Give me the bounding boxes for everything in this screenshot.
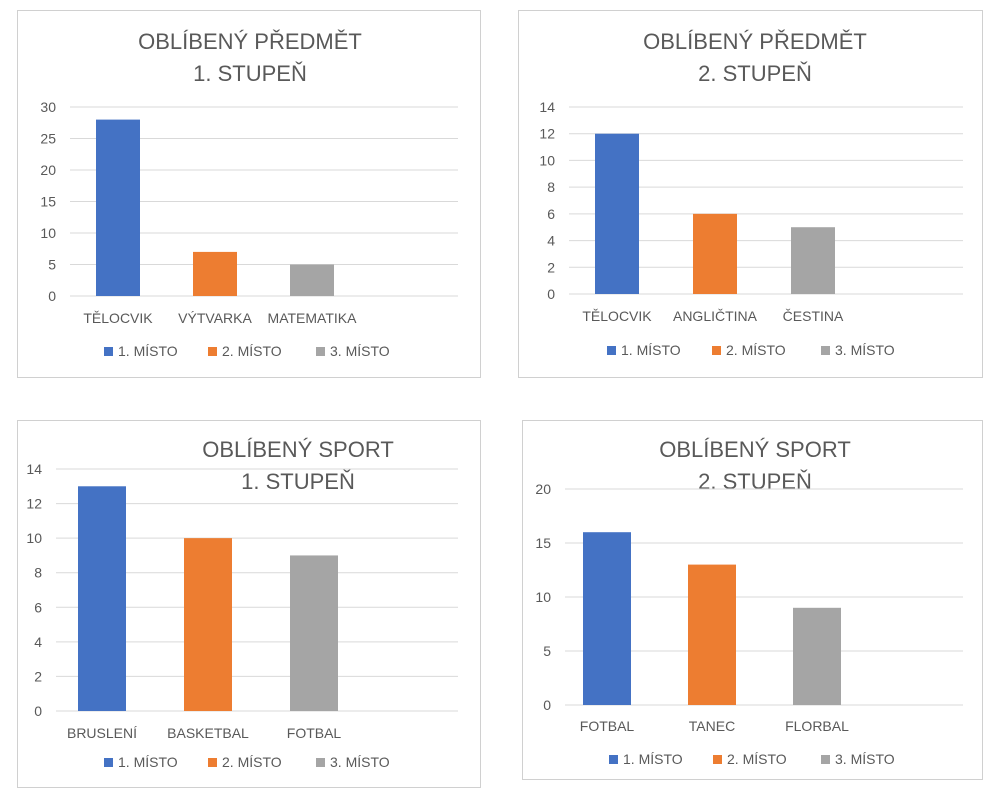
y-tick-label: 12 [539,126,555,142]
y-tick-label: 6 [34,599,42,615]
y-tick-label: 6 [547,206,555,222]
x-tick-label: FOTBAL [287,725,342,741]
chart-panel-subject-2: OBLÍBENÝ PŘEDMĚT 2. STUPEŇ 0 2 4 6 8 10 12 14 TĚLO… [518,10,983,378]
y-tick-label: 0 [543,697,551,713]
legend-label-1: 1. MÍSTO [118,343,178,359]
y-tick-label: 30 [40,99,56,115]
y-tick-label: 2 [34,668,42,684]
x-tick-label: TĚLOCVIK [83,310,153,326]
legend-label-3: 3. MÍSTO [835,751,895,767]
legend-swatch-3 [316,758,325,767]
y-tick-label: 14 [26,461,42,477]
bar-1 [78,486,126,711]
bar-1 [595,133,639,294]
legend-swatch-2 [208,758,217,767]
y-tick-label: 15 [535,535,551,551]
legend-swatch-2 [712,346,721,355]
chart-title-line-1: OBLÍBENÝ PŘEDMĚT [138,29,362,54]
y-tick-label: 4 [547,233,555,249]
legend-label-1: 1. MÍSTO [621,342,681,358]
legend-label-2: 2. MÍSTO [727,751,787,767]
y-tick-label: 10 [539,152,555,168]
bar-3 [793,607,841,705]
bar-3 [791,227,835,294]
x-tick-label: FOTBAL [580,718,635,734]
legend-label-1: 1. MÍSTO [118,754,178,770]
legend-label-3: 3. MÍSTO [330,343,390,359]
y-tick-label: 5 [543,643,551,659]
y-tick-label: 8 [547,179,555,195]
chart-svg-subject-2: OBLÍBENÝ PŘEDMĚT 2. STUPEŇ 0 2 4 6 8 10 12 14 TĚLO… [539,29,963,358]
y-tick-label: 4 [34,634,42,650]
chart-title-line-1: OBLÍBENÝ PŘEDMĚT [643,29,867,54]
legend-label-1: 1. MÍSTO [623,751,683,767]
y-tick-label: 15 [40,194,56,210]
y-tick-label: 25 [40,131,56,147]
y-tick-label: 10 [535,589,551,605]
y-tick-label: 8 [34,565,42,581]
legend-label-2: 2. MÍSTO [222,754,282,770]
legend-swatch-1 [104,758,113,767]
y-tick-label: 20 [40,162,56,178]
y-tick-label: 2 [547,259,555,275]
bar-2 [184,538,232,711]
legend-swatch-3 [821,755,830,764]
y-tick-label: 10 [40,225,56,241]
y-tick-label: 0 [34,703,42,719]
y-tick-label: 20 [535,481,551,497]
bar-3 [290,264,334,296]
chart-panel-subject-1: OBLÍBENÝ PŘEDMĚT 1. STUPEŇ 0 5 10 15 20 25 30 TĚL… [17,10,481,378]
x-tick-label: ČESTINA [783,308,844,324]
legend-swatch-1 [609,755,618,764]
y-tick-label: 5 [48,257,56,273]
legend-swatch-3 [316,347,325,356]
chart-svg-sport-2: OBLÍBENÝ SPORT 2. STUPEŇ 0 5 10 15 20 FOTBAL TAN… [535,437,963,767]
legend-swatch-2 [713,755,722,764]
bar-2 [688,564,736,705]
x-tick-label: BASKETBAL [167,725,249,741]
legend-swatch-1 [104,347,113,356]
chart-title-line-2: 1. STUPEŇ [193,61,307,86]
y-tick-label: 0 [48,288,56,304]
chart-panel-sport-2: OBLÍBENÝ SPORT 2. STUPEŇ 0 5 10 15 20 FOTBAL TAN… [522,420,983,780]
chart-svg-subject-1: OBLÍBENÝ PŘEDMĚT 1. STUPEŇ 0 5 10 15 20 25 30 TĚL… [40,29,458,359]
x-tick-label: TĚLOCVIK [582,308,652,324]
chart-panel-sport-1: OBLÍBENÝ SPORT 1. STUPEŇ 0 2 4 6 8 10 12 14 BRUSLE… [17,420,481,788]
chart-title-line-2: 2. STUPEŇ [698,469,812,494]
legend-label-2: 2. MÍSTO [222,343,282,359]
x-tick-label: BRUSLENÍ [67,725,137,741]
chart-title-line-1: OBLÍBENÝ SPORT [659,437,851,462]
x-tick-label: ANGLIČTINA [673,308,758,324]
bar-1 [583,532,631,705]
y-tick-label: 12 [26,496,42,512]
chart-title-line-2: 1. STUPEŇ [241,469,355,494]
y-tick-label: 10 [26,530,42,546]
bar-2 [693,213,737,294]
legend-label-3: 3. MÍSTO [330,754,390,770]
bar-3 [290,555,338,711]
bar-1 [96,119,140,296]
legend-swatch-3 [821,346,830,355]
legend-swatch-2 [208,347,217,356]
legend-swatch-1 [607,346,616,355]
x-tick-label: FLORBAL [785,718,849,734]
chart-title-line-1: OBLÍBENÝ SPORT [202,437,394,462]
x-tick-label: VÝTVARKA [178,310,252,326]
chart-title-line-2: 2. STUPEŇ [698,61,812,86]
legend-label-2: 2. MÍSTO [726,342,786,358]
bar-2 [193,251,237,296]
x-tick-label: MATEMATIKA [268,310,358,326]
x-tick-label: TANEC [689,718,735,734]
y-tick-label: 0 [547,286,555,302]
chart-svg-sport-1: OBLÍBENÝ SPORT 1. STUPEŇ 0 2 4 6 8 10 12 14 BRUSLE… [26,437,458,770]
legend-label-3: 3. MÍSTO [835,342,895,358]
y-tick-label: 14 [539,99,555,115]
